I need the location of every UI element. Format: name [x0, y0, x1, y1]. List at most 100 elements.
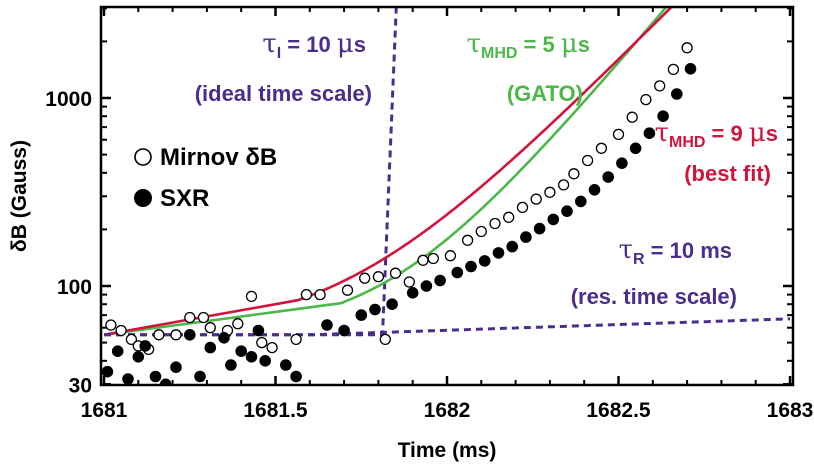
legend-label-sxr: SXR: [160, 185, 209, 212]
sxr-point: [386, 298, 398, 311]
mirnov-point: [197, 311, 210, 324]
sxr-point: [245, 351, 258, 363]
mirnov-point: [626, 111, 638, 123]
x-tick-label: 1681: [81, 399, 128, 422]
sxr-point: [290, 370, 302, 383]
annotation-resistive-title: τR = 10 ms: [619, 235, 732, 268]
curve-resistive: [104, 317, 791, 337]
annotation-ideal-title: τI = 10 μs: [262, 29, 366, 62]
sxr-point: [111, 345, 124, 358]
mirnov-point: [489, 217, 501, 230]
annotation-gato-note: (GATO): [507, 81, 583, 106]
x-axis-title: Time (ms): [398, 439, 497, 462]
sxr-point: [194, 370, 206, 383]
data-points: [101, 42, 697, 385]
sxr-point: [434, 274, 446, 287]
mirnov-point: [403, 276, 415, 288]
sxr-point: [478, 255, 491, 267]
sxr-point: [122, 373, 134, 385]
mirnov-point: [595, 142, 608, 154]
y-tick-label: 30: [69, 374, 92, 397]
sxr-point: [588, 184, 601, 196]
mirnov-point: [475, 225, 487, 238]
sxr-point: [149, 370, 162, 383]
sxr-point: [520, 231, 532, 243]
mirnov-point: [184, 311, 196, 324]
mirnov-point: [359, 272, 371, 284]
sxr-point: [506, 240, 519, 253]
y-tick-label: 1000: [45, 88, 92, 111]
sxr-point: [465, 260, 477, 273]
annotation-bestfit-note: (best fit): [684, 161, 771, 186]
y-axis-title: δB (Gauss): [8, 140, 31, 252]
mirnov-point: [581, 154, 594, 167]
annotation-bestfit: τMHD = 9 μs (best fit): [655, 118, 778, 186]
x-tick-label: 1682: [424, 399, 471, 422]
sxr-point: [657, 110, 669, 122]
sxr-point: [684, 63, 697, 75]
mirnov-point: [153, 329, 165, 341]
legend-marker-mirnov: [134, 148, 152, 166]
sxr-point: [235, 345, 247, 358]
sxr-point: [420, 280, 433, 292]
sxr-point: [575, 195, 587, 208]
mirnov-point: [300, 288, 313, 301]
mirnov-point: [170, 329, 182, 341]
mirnov-point: [256, 336, 268, 349]
annotation-resistive-note: (res. time scale): [571, 284, 737, 309]
x-tick-label: 1683: [767, 399, 814, 422]
mirnov-point: [341, 284, 354, 296]
mirnov-point: [389, 267, 402, 279]
curve-ideal: [104, 7, 398, 337]
mirnov-point: [105, 319, 117, 331]
sxr-point: [252, 324, 265, 337]
sxr-point: [561, 205, 573, 217]
sxr-point: [101, 365, 114, 378]
legend-marker-sxr: [134, 189, 152, 207]
mirnov-point: [516, 201, 529, 214]
sxr-point: [629, 142, 642, 155]
annotation-gato: τMHD = 5 μs (GATO): [467, 29, 590, 106]
sxr-point: [355, 309, 368, 321]
mirnov-point: [245, 290, 258, 303]
sxr-point: [643, 127, 656, 139]
sxr-point: [139, 340, 151, 352]
mirnov-point: [266, 341, 278, 354]
sxr-point: [533, 222, 546, 235]
mirnov-point: [461, 234, 474, 246]
mirnov-point: [612, 128, 625, 141]
sxr-point: [406, 287, 419, 299]
sxr-point: [338, 324, 350, 337]
annotation-gato-title: τMHD = 5 μs: [467, 29, 590, 62]
sxr-point: [170, 361, 182, 374]
sxr-point: [492, 247, 505, 259]
mirnov-point: [640, 93, 652, 106]
mirnov-point: [417, 254, 429, 266]
mirnov-point: [115, 324, 127, 337]
sxr-point: [280, 359, 292, 371]
mirnov-point: [681, 42, 693, 54]
sxr-point: [184, 329, 196, 341]
legend-label-mirnov: Mirnov δB: [160, 144, 277, 171]
sxr-point: [547, 213, 560, 226]
mirnov-point: [654, 80, 666, 92]
mirnov-point: [379, 333, 391, 346]
sxr-point: [321, 319, 333, 331]
sxr-point: [616, 157, 628, 169]
mirnov-point: [530, 193, 542, 205]
sxr-point: [671, 88, 683, 100]
sxr-point: [225, 359, 237, 371]
mirnov-point: [667, 63, 680, 76]
mirnov-point: [290, 333, 302, 346]
sxr-point: [204, 341, 217, 354]
mirnov-point: [372, 271, 385, 283]
mirnov-point: [568, 168, 580, 180]
mirnov-point: [232, 318, 244, 330]
sxr-point: [132, 351, 145, 363]
legend: Mirnov δB SXR: [134, 144, 277, 212]
sxr-point: [602, 171, 615, 183]
y-tick-label: 100: [57, 276, 92, 299]
annotation-bestfit-title: τMHD = 9 μs: [655, 118, 778, 151]
annotation-ideal: τI = 10 μs (ideal time scale): [195, 29, 372, 106]
